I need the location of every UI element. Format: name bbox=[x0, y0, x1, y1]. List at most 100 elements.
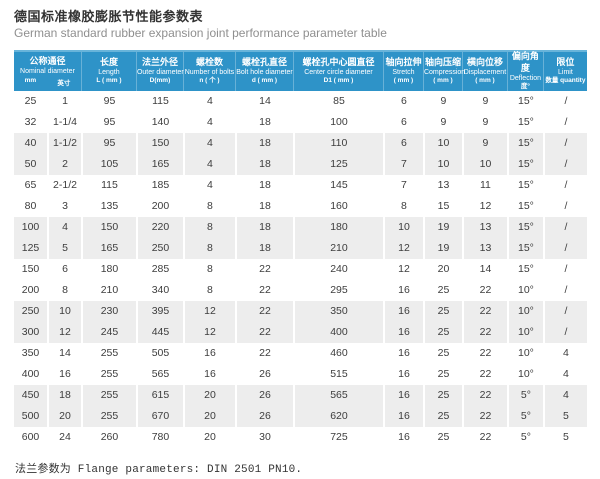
table-cell: 135 bbox=[80, 195, 136, 217]
table-cell: 10° bbox=[506, 342, 543, 364]
table-cell: 2-1/2 bbox=[47, 174, 81, 196]
table-cell: / bbox=[542, 153, 587, 175]
table-cell: 22 bbox=[461, 342, 507, 364]
table-cell: 4 bbox=[182, 174, 235, 196]
header-unit: ( mm ) bbox=[475, 77, 495, 85]
table-cell: 22 bbox=[461, 384, 507, 406]
table-cell: 600 bbox=[21, 431, 40, 444]
table-cell: 340 bbox=[135, 279, 183, 301]
table-cell: 8 bbox=[182, 279, 235, 301]
table-cell: 180 bbox=[292, 216, 383, 238]
table-cell: 16 bbox=[382, 405, 423, 427]
table-cell: 19 bbox=[422, 216, 462, 238]
table-cell: 255 bbox=[80, 405, 136, 427]
table-row: 65 2-1/2 115 185 4 18 145 7 13 11 15° / bbox=[14, 174, 587, 196]
header-label-en: Nominal diameter bbox=[20, 68, 75, 76]
header-unit-mm: mm bbox=[24, 76, 37, 84]
table-header: 公称通径 Nominal diameter mm 英寸 长度 Length L ( … bbox=[14, 49, 587, 91]
table-cell: 10 bbox=[422, 132, 462, 154]
table-cell: 26 bbox=[234, 405, 293, 427]
table-cell: / bbox=[542, 111, 587, 133]
column-header-stretch: 轴向拉伸 Stretch( mm ) bbox=[382, 51, 423, 91]
table-cell: 505 bbox=[135, 342, 183, 364]
table-cell: 6 bbox=[47, 258, 81, 280]
table-cell: 210 bbox=[292, 237, 383, 259]
table-cell: 30 bbox=[234, 426, 293, 448]
table-cell: 26 bbox=[234, 363, 293, 385]
table-row: 80 3 135 200 8 18 160 8 15 12 15° / bbox=[14, 195, 587, 217]
table-cell: 5° bbox=[506, 426, 543, 448]
table-cell: 22 bbox=[461, 321, 507, 343]
table-cell: 185 bbox=[135, 174, 183, 196]
table-cell: 8 bbox=[47, 279, 81, 301]
table-cell: 20 bbox=[182, 384, 235, 406]
header-label-zh: 法兰外径 bbox=[141, 56, 178, 67]
table-cell: 220 bbox=[135, 216, 183, 238]
table-cell: 8 bbox=[382, 195, 423, 217]
table-cell: 165 bbox=[80, 237, 136, 259]
table-cell: 20 bbox=[47, 405, 81, 427]
table-cell: 150 bbox=[21, 263, 40, 276]
table-cell: / bbox=[542, 279, 587, 301]
table-cell: 350 bbox=[292, 300, 383, 322]
header-unit: 数量 quantity bbox=[545, 77, 586, 85]
table-cell: 18 bbox=[234, 111, 293, 133]
table-cell: 25 bbox=[422, 426, 462, 448]
header-label-en: Compression bbox=[423, 69, 466, 77]
table-cell: 10° bbox=[506, 279, 543, 301]
table-cell: 13 bbox=[422, 174, 462, 196]
table-cell: 260 bbox=[80, 426, 136, 448]
table-row: 100 4 150 220 8 18 180 10 19 13 15° / bbox=[14, 216, 587, 238]
table-cell: 350 bbox=[21, 347, 40, 360]
page-title: 德国标准橡胶膨胀节性能参数表 bbox=[14, 9, 204, 24]
table-cell: 240 bbox=[292, 258, 383, 280]
table-cell: / bbox=[542, 132, 587, 154]
table-cell: 445 bbox=[135, 321, 183, 343]
table-cell: 180 bbox=[80, 258, 136, 280]
table-cell: 12 bbox=[382, 237, 423, 259]
header-label-zh: 偏向角度 bbox=[511, 51, 539, 73]
table-cell: 15° bbox=[506, 216, 543, 238]
table-cell: 26 bbox=[234, 384, 293, 406]
table-cell: 18 bbox=[234, 216, 293, 238]
table-cell: 3 bbox=[47, 195, 81, 217]
table-row: 600 24 260 780 20 30 725 16 25 22 5° 5 bbox=[14, 426, 587, 448]
table-cell: 5 bbox=[542, 426, 587, 448]
header-label-en: Deflection bbox=[509, 74, 541, 82]
table-cell: 9 bbox=[461, 132, 507, 154]
header-label-zh: 螺栓孔中心圆直径 bbox=[302, 56, 375, 67]
table-cell: 9 bbox=[422, 111, 462, 133]
table-cell: 10 bbox=[47, 300, 81, 322]
table-cell: 1-1/2 bbox=[47, 132, 81, 154]
table-cell: 24 bbox=[47, 426, 81, 448]
table-cell: 22 bbox=[234, 321, 293, 343]
table-cell: 10 bbox=[422, 153, 462, 175]
table-cell: / bbox=[542, 237, 587, 259]
table-cell: 125 bbox=[292, 153, 383, 175]
table-cell: 4 bbox=[182, 153, 235, 175]
table-cell: 20 bbox=[182, 405, 235, 427]
table-cell: 150 bbox=[135, 132, 183, 154]
table-cell: 25 bbox=[24, 95, 37, 108]
table-cell: 255 bbox=[80, 384, 136, 406]
column-header-deflection: 偏向角度 Deflection 度° bbox=[506, 51, 543, 91]
table-cell: 160 bbox=[292, 195, 383, 217]
table-cell: 125 bbox=[14, 237, 47, 259]
table-cell: 16 bbox=[382, 384, 423, 406]
table-cell: 25 bbox=[422, 384, 462, 406]
header-label-zh: 公称通径 bbox=[29, 56, 66, 67]
table-cell: 16 bbox=[382, 342, 423, 364]
table-cell: 16 bbox=[382, 279, 423, 301]
table-cell: 7 bbox=[382, 174, 423, 196]
table-cell: 1 bbox=[47, 90, 81, 112]
table-cell: 4 bbox=[542, 384, 587, 406]
table-cell: 40 bbox=[14, 132, 47, 154]
table-cell: 16 bbox=[382, 426, 423, 448]
table-cell: 22 bbox=[461, 279, 507, 301]
table-cell: / bbox=[542, 216, 587, 238]
table-cell: 4 bbox=[182, 90, 235, 112]
table-cell: 95 bbox=[80, 90, 136, 112]
table-cell: 400 bbox=[292, 321, 383, 343]
table-cell: 145 bbox=[292, 174, 383, 196]
